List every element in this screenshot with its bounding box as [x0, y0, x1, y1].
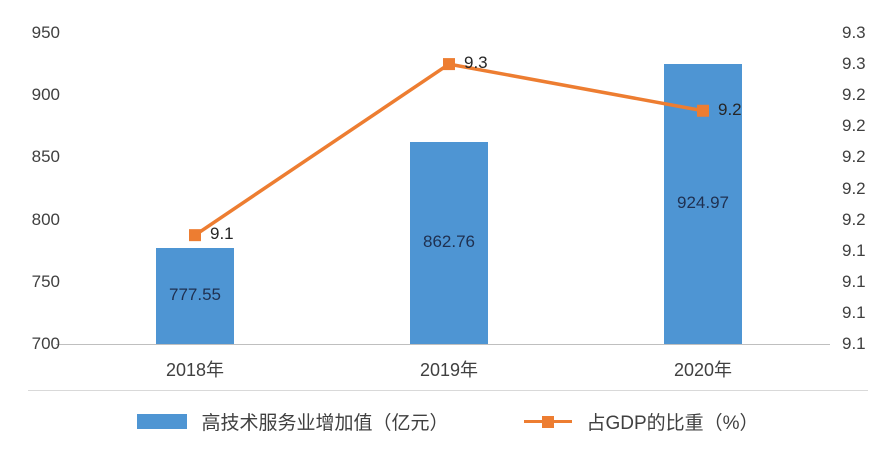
- y-axis-left-tick: 900: [31, 85, 60, 105]
- y-axis-right-tick: 9.2: [842, 85, 866, 105]
- y-axis-right-tick: 9.2: [842, 209, 866, 229]
- x-axis-line: [56, 344, 830, 345]
- line-legend-label: 占GDP的比重（%）: [586, 413, 759, 434]
- legend: 高技术服务业增加值（亿元） 占GDP的比重（%）: [0, 408, 896, 435]
- y-axis-left-tick: 850: [31, 147, 60, 167]
- y-axis-right-tick: 9.2: [842, 178, 866, 198]
- bar-value-label: 777.55: [169, 284, 221, 304]
- y-axis-right-tick: 9.1: [842, 271, 866, 291]
- x-axis-label: 2020年: [673, 360, 733, 380]
- y-axis-right-tick: 9.2: [842, 147, 866, 167]
- legend-separator-line: [28, 390, 868, 391]
- bar-legend-label: 高技术服务业增加值（亿元）: [201, 413, 449, 434]
- y-axis-left-tick: 800: [31, 209, 60, 229]
- y-axis-right-tick: 9.3: [842, 54, 866, 74]
- y-axis-right-tick: 9.2: [842, 116, 866, 136]
- x-axis-label: 2018年: [165, 360, 225, 380]
- bar-value-label: 862.76: [423, 231, 475, 251]
- line-marker: [189, 229, 201, 242]
- bar-value-label: 924.97: [677, 193, 729, 213]
- legend-item-line: 占GDP的比重（%）: [524, 408, 759, 435]
- y-axis-right-tick: 9.1: [842, 302, 866, 322]
- line-value-label: 9.1: [210, 224, 234, 244]
- y-axis-left-tick: 950: [31, 23, 60, 42]
- bar-legend-swatch: [137, 414, 188, 429]
- line-marker: [443, 58, 455, 71]
- y-axis-right-tick: 9.1: [842, 334, 866, 353]
- y-axis-left-tick: 700: [31, 334, 60, 353]
- line-legend-swatch: [524, 415, 573, 429]
- line-legend-marker: [542, 415, 555, 428]
- legend-item-bar: 高技术服务业增加值（亿元）: [137, 408, 448, 435]
- y-axis-left-tick: 750: [31, 271, 60, 291]
- bar: [156, 247, 234, 344]
- y-axis-right-tick: 9.3: [842, 23, 866, 42]
- line-value-label: 9.2: [718, 99, 742, 119]
- y-axis-right-tick: 9.1: [842, 240, 866, 260]
- line-value-label: 9.3: [464, 53, 488, 73]
- x-axis-label: 2019年: [419, 360, 479, 380]
